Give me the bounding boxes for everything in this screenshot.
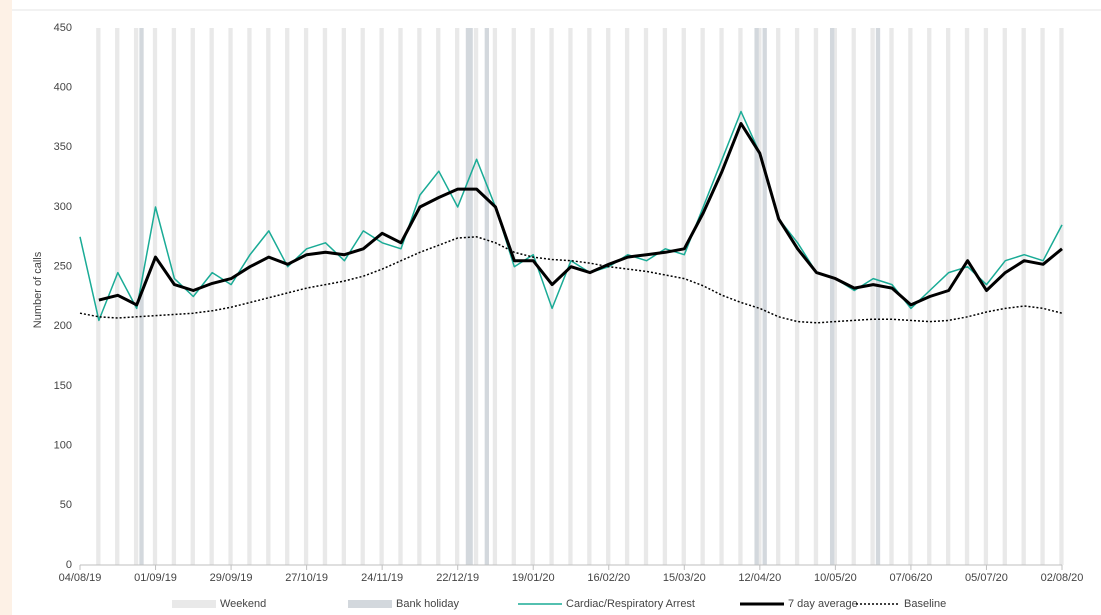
shade-band xyxy=(1002,28,1007,565)
x-tick-label: 22/12/19 xyxy=(436,572,479,584)
legend-label: Weekend xyxy=(220,598,266,610)
shade-band xyxy=(983,28,989,565)
x-tick-label: 04/08/19 xyxy=(59,572,102,584)
legend-label: Bank holiday xyxy=(396,598,459,610)
series-line xyxy=(79,236,1063,324)
shade-band xyxy=(303,28,309,565)
y-tick-label: 300 xyxy=(54,201,72,213)
shade-band xyxy=(171,28,177,565)
shade-band xyxy=(700,28,705,565)
shade-band xyxy=(681,28,686,565)
shade-band xyxy=(379,28,384,565)
shade-band xyxy=(568,28,573,565)
x-tick-label: 19/01/20 xyxy=(512,572,555,584)
shade-band xyxy=(643,28,649,565)
shade-band xyxy=(492,28,498,565)
x-tick-label: 05/07/20 xyxy=(965,572,1008,584)
x-tick-label: 27/10/19 xyxy=(285,572,328,584)
shade-band xyxy=(468,28,473,565)
shade-band xyxy=(266,28,271,565)
y-tick-label: 350 xyxy=(54,141,72,153)
shade-band xyxy=(889,28,894,565)
shade-band xyxy=(360,28,365,565)
shade-band xyxy=(662,28,668,565)
legend-label: Baseline xyxy=(904,598,946,610)
legend-swatch xyxy=(348,600,392,608)
shade-band xyxy=(436,28,441,565)
shade-band xyxy=(776,28,781,565)
shade-band xyxy=(511,28,516,565)
shade-band xyxy=(832,28,838,565)
y-tick-label: 0 xyxy=(66,559,72,571)
legend-label: Cardiac/Respiratory Arrest xyxy=(566,598,695,610)
shade-band xyxy=(285,28,290,565)
shade-band xyxy=(465,28,471,565)
y-axis-label: Number of calls xyxy=(32,251,44,328)
legend-label: 7 day average xyxy=(788,598,858,610)
shade-band xyxy=(209,28,214,565)
shade-band xyxy=(1021,28,1026,565)
shade-band xyxy=(829,28,835,565)
shade-band xyxy=(794,28,800,565)
shade-band xyxy=(1040,28,1045,565)
shade-band xyxy=(152,28,158,565)
y-tick-label: 400 xyxy=(54,82,72,94)
shade-band xyxy=(247,28,252,565)
shade-band xyxy=(719,28,724,565)
shade-band xyxy=(964,28,970,565)
x-tick-label: 12/04/20 xyxy=(738,572,781,584)
x-tick-label: 24/11/19 xyxy=(361,572,403,584)
series-line xyxy=(98,122,1063,307)
shade-band xyxy=(757,28,762,565)
shade-band xyxy=(624,28,630,565)
shade-band xyxy=(762,28,767,565)
x-tick-label: 15/03/20 xyxy=(663,572,706,584)
shade-band xyxy=(341,28,347,565)
x-tick-label: 10/05/20 xyxy=(814,572,857,584)
y-tick-label: 200 xyxy=(54,320,72,332)
shade-band xyxy=(606,28,611,565)
shade-band xyxy=(1059,28,1064,565)
shade-band xyxy=(322,28,328,565)
shade-band xyxy=(587,28,592,565)
shade-band xyxy=(549,28,554,565)
legend-swatch xyxy=(172,600,216,608)
shade-band xyxy=(738,28,743,565)
shade-band xyxy=(870,28,875,565)
shade-band xyxy=(851,28,856,565)
y-tick-label: 50 xyxy=(60,499,72,511)
x-tick-label: 01/09/19 xyxy=(134,572,177,584)
shade-band xyxy=(908,28,913,565)
y-tick-label: 150 xyxy=(54,380,72,392)
shade-band xyxy=(754,28,759,565)
shade-band xyxy=(398,28,403,565)
shade-band xyxy=(530,28,535,565)
shade-band xyxy=(813,28,819,565)
shade-band xyxy=(133,28,139,565)
page-edge xyxy=(0,0,12,615)
shade-band xyxy=(417,28,422,565)
x-tick-label: 07/06/20 xyxy=(890,572,933,584)
shade-band xyxy=(945,28,951,565)
y-tick-label: 450 xyxy=(54,22,72,34)
x-tick-label: 16/02/20 xyxy=(587,572,630,584)
x-tick-label: 02/08/20 xyxy=(1041,572,1084,584)
y-tick-label: 250 xyxy=(54,261,72,273)
shade-band xyxy=(454,28,460,565)
shade-band xyxy=(484,28,489,565)
shade-band xyxy=(473,28,479,565)
shade-band xyxy=(96,28,101,565)
shade-band xyxy=(228,28,233,565)
shade-band xyxy=(875,28,881,565)
x-tick-label: 29/09/19 xyxy=(210,572,253,584)
y-tick-label: 100 xyxy=(54,440,72,452)
